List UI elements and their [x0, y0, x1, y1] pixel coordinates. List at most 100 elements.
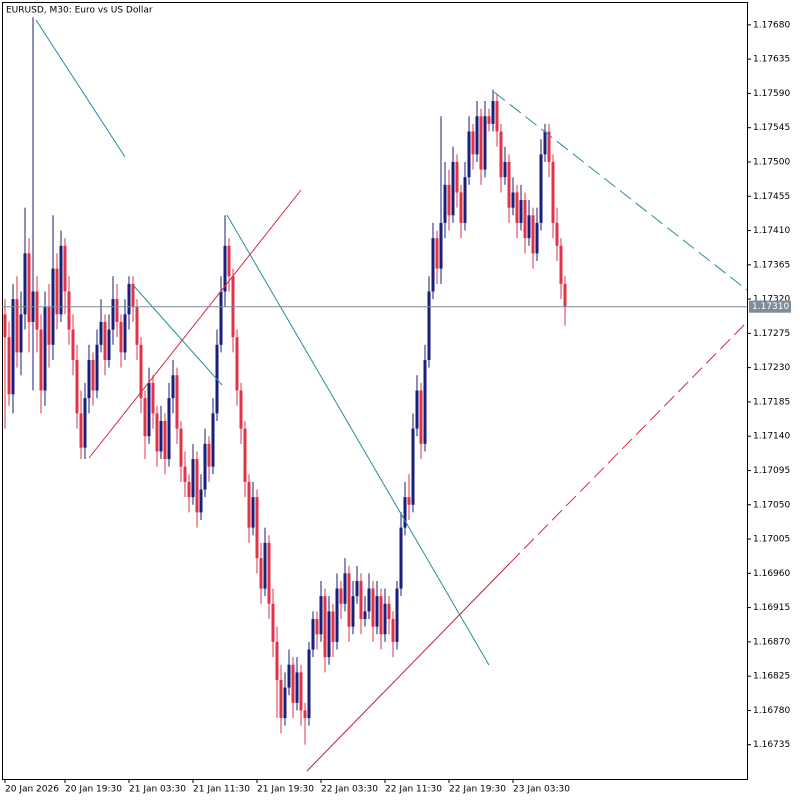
candle-body — [107, 329, 111, 361]
candle-body — [519, 200, 523, 223]
candle-body — [483, 116, 487, 170]
y-tick-label: 1.17635 — [753, 55, 790, 65]
candle-body — [155, 413, 159, 452]
candle-body — [391, 619, 395, 642]
candle-body — [39, 329, 43, 391]
candle-body — [79, 413, 83, 448]
price-label: 1.17310 — [752, 302, 789, 312]
candle-body — [167, 398, 171, 460]
trend-line — [132, 284, 223, 386]
candle-body — [299, 672, 303, 711]
candle-body — [23, 253, 27, 315]
candle-body — [527, 215, 531, 239]
candle-body — [359, 580, 363, 620]
candles — [3, 17, 567, 745]
trend-line — [88, 189, 302, 459]
candle-body — [211, 413, 215, 467]
candle-body — [479, 116, 483, 170]
trend-line — [509, 321, 748, 564]
candle-body — [455, 161, 459, 193]
candle-body — [319, 596, 323, 635]
candle-body — [343, 573, 347, 604]
candle-body — [47, 306, 51, 345]
candle-body — [315, 619, 319, 635]
candle-body — [87, 360, 91, 399]
candle-body — [335, 588, 339, 642]
candle-body — [439, 222, 443, 269]
candle-body — [203, 443, 207, 490]
y-tick-label: 1.16780 — [753, 706, 790, 716]
candle-body — [151, 382, 155, 414]
candle-body — [347, 573, 351, 627]
candle-body — [279, 679, 283, 719]
candle-body — [171, 375, 175, 399]
candle-body — [207, 443, 211, 467]
candle-body — [327, 611, 331, 658]
candle-body — [387, 603, 391, 620]
x-tick-label: 23 Jan 03:30 — [513, 785, 570, 795]
candle-body — [523, 200, 527, 239]
candle-body — [295, 672, 299, 703]
candle-body — [531, 215, 535, 254]
candle-body — [467, 131, 471, 178]
candle-body — [7, 337, 11, 395]
x-tick-label: 20 Jan 2026 — [5, 785, 59, 795]
candle-body — [35, 291, 39, 330]
candle-body — [371, 588, 375, 627]
x-tick-label: 22 Jan 03:30 — [321, 785, 378, 795]
y-tick-label: 1.17365 — [753, 260, 790, 270]
y-tick-label: 1.17005 — [753, 535, 790, 545]
candle-body — [55, 268, 59, 315]
candle-body — [383, 603, 387, 635]
y-tick-label: 1.17230 — [753, 363, 790, 373]
candle-body — [95, 344, 99, 391]
candle-body — [503, 161, 507, 178]
trend-line — [226, 214, 490, 666]
candle-body — [471, 131, 475, 155]
candle-body — [147, 382, 151, 437]
y-tick-label: 1.17500 — [753, 157, 790, 167]
candle-body — [119, 321, 123, 353]
y-tick-label: 1.17545 — [753, 123, 790, 133]
price-label-box — [749, 300, 791, 313]
candle-body — [403, 497, 407, 528]
trend-lines — [35, 19, 748, 772]
candle-body — [487, 116, 491, 124]
candle-body — [259, 558, 263, 589]
y-tick-label: 1.16825 — [753, 672, 790, 682]
candle-body — [395, 588, 399, 642]
candle-body — [83, 398, 87, 448]
candle-body — [15, 299, 19, 353]
trend-line — [35, 19, 126, 158]
candle-body — [355, 580, 359, 597]
candle-body — [303, 710, 307, 719]
candle-body — [415, 390, 419, 429]
candle-body — [515, 192, 519, 223]
candle-body — [139, 344, 143, 399]
candle-body — [127, 283, 131, 315]
candle-body — [535, 222, 539, 254]
candle-body — [331, 611, 335, 642]
candle-body — [451, 161, 455, 216]
candle-body — [539, 154, 543, 223]
candle-body — [339, 588, 343, 604]
candle-body — [495, 101, 499, 132]
candle-body — [363, 611, 367, 620]
candle-body — [163, 420, 167, 460]
candle-body — [407, 497, 411, 505]
candle-body — [43, 306, 47, 391]
candle-body — [59, 245, 63, 315]
candle-body — [447, 184, 451, 216]
candle-body — [227, 245, 231, 277]
x-tick-label: 20 Jan 19:30 — [65, 785, 122, 795]
candle-body — [459, 192, 463, 223]
candle-body — [323, 596, 327, 658]
candle-body — [555, 222, 559, 246]
x-tick-label: 22 Jan 19:30 — [449, 785, 506, 795]
y-tick-label: 1.17410 — [753, 226, 790, 236]
candle-body — [199, 489, 203, 513]
trend-line — [493, 91, 748, 291]
x-tick-label: 21 Jan 11:30 — [193, 785, 250, 795]
x-tick-label: 22 Jan 11:30 — [385, 785, 442, 795]
candle-body — [67, 291, 71, 330]
